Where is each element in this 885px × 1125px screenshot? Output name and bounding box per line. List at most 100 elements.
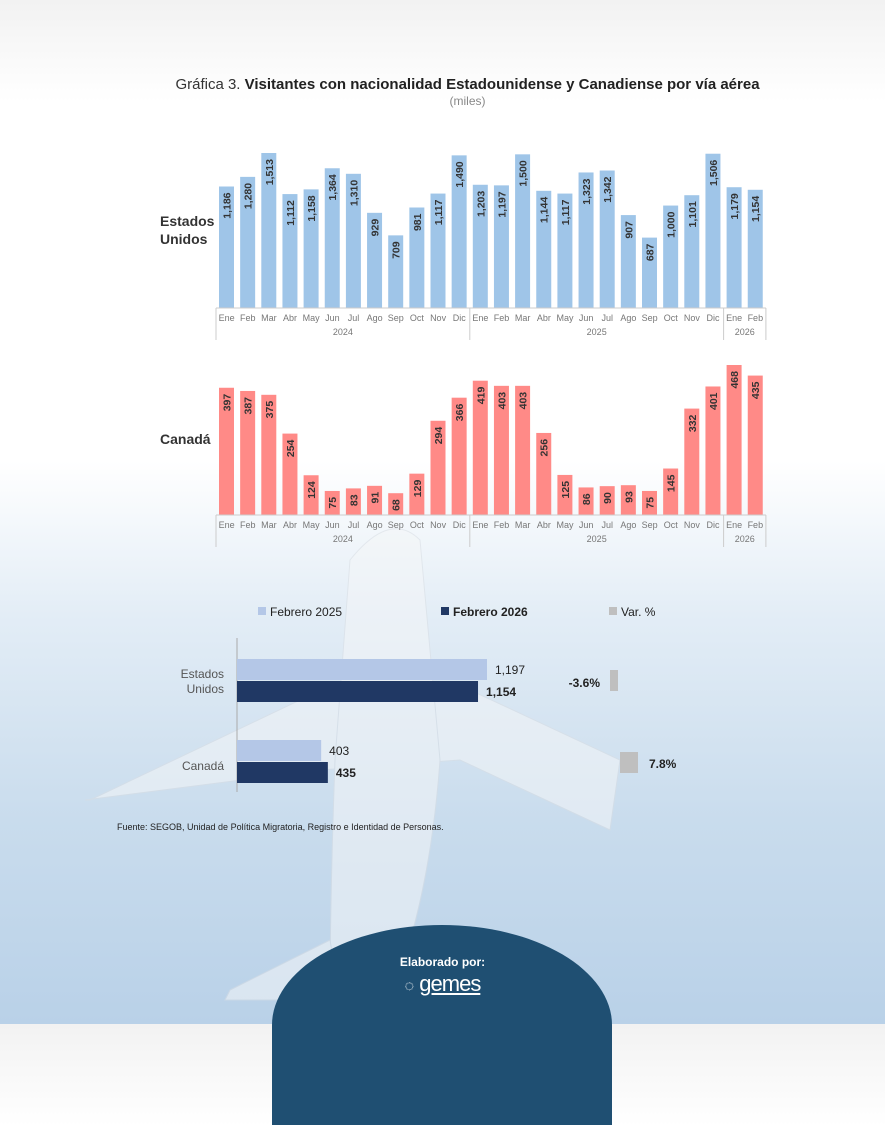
us-bar [684, 195, 700, 308]
canada-bar [515, 385, 531, 515]
us-bar [578, 172, 594, 308]
canada-month-tick: May [556, 520, 574, 530]
us-month-tick: Jul [348, 313, 360, 323]
hbar-category-label-line1: Estados [181, 667, 224, 681]
var-bar [610, 670, 618, 691]
us-bar [493, 185, 509, 308]
canada-bar [578, 487, 594, 515]
canada-data-label: 125 [560, 481, 572, 499]
us-month-tick: Jun [325, 313, 340, 323]
row-label-canada: Canadá [160, 431, 211, 447]
canada-month-tick: Jul [348, 520, 360, 530]
gemes-logo: ◌ gemes [0, 971, 885, 997]
canada-bar [261, 394, 277, 515]
canada-month-tick: Feb [748, 520, 764, 530]
title-prefix: Gráfica 3. [175, 76, 241, 93]
us-month-tick: Abr [537, 313, 551, 323]
us-data-label: 709 [391, 241, 403, 259]
us-bar [642, 237, 657, 308]
us-data-label: 1,500 [518, 160, 530, 186]
us-data-label: 1,186 [222, 192, 234, 218]
chart-units: (miles) [449, 94, 486, 108]
us-data-label: 1,154 [750, 196, 762, 222]
us-data-label: 1,490 [454, 161, 466, 187]
canada-bar [726, 365, 742, 515]
us-bar [409, 207, 425, 308]
canada-data-label: 124 [306, 481, 318, 499]
canada-bar [303, 475, 319, 515]
canada-data-label: 86 [581, 493, 593, 505]
canada-month-tick: Sep [642, 520, 658, 530]
canada-bar [642, 490, 657, 515]
us-data-label: 1,158 [306, 195, 318, 221]
canada-month-tick: Dic [453, 520, 466, 530]
us-data-label: 1,323 [581, 178, 593, 204]
us-data-label: 1,506 [708, 160, 720, 186]
canada-bar [324, 490, 340, 515]
hbar-data-label: 1,197 [495, 663, 525, 677]
us-bar [451, 155, 467, 308]
canada-bar [663, 468, 679, 515]
hbar-category-label-line2: Unidos [187, 682, 224, 696]
us-bar [620, 215, 636, 308]
canada-month-tick: Dic [707, 520, 720, 530]
canada-month-tick: Mar [261, 520, 277, 530]
canada-month-tick: Jun [579, 520, 594, 530]
us-month-tick: Oct [664, 313, 679, 323]
us-data-label: 1,117 [433, 199, 445, 225]
us-bar [430, 193, 446, 308]
us-data-label: 1,280 [243, 183, 255, 209]
title-main: Visitantes con nacionalidad Estadouniden… [244, 76, 760, 93]
hbar [237, 740, 322, 761]
hbar-data-label: 403 [329, 744, 349, 758]
canada-bar [493, 385, 509, 515]
canada-month-tick: Ene [219, 520, 235, 530]
canada-bar [599, 486, 615, 515]
row-label-us-line1: Estados [160, 213, 215, 229]
us-data-label: 687 [645, 243, 657, 261]
canada-data-label: 375 [264, 401, 276, 419]
var-data-label: -3.6% [569, 676, 601, 690]
us-data-label: 1,112 [285, 200, 297, 226]
us-month-tick: Abr [283, 313, 297, 323]
us-bar [663, 205, 679, 308]
logo-dots-icon: ◌ [404, 978, 415, 995]
us-bar [345, 173, 361, 308]
canada-data-label: 91 [370, 492, 382, 504]
canada-month-tick: Nov [684, 520, 701, 530]
us-month-tick: May [556, 313, 574, 323]
hbar-data-label: 1,154 [486, 685, 516, 699]
us-month-tick: May [303, 313, 321, 323]
us-bar [557, 193, 573, 308]
us-bar [282, 194, 298, 308]
canada-year-tick: 2026 [735, 534, 755, 544]
us-bar [240, 176, 256, 308]
canada-bar [388, 493, 404, 515]
canada-data-label: 93 [623, 491, 635, 503]
us-month-tick: Sep [642, 313, 658, 323]
elaborado-por-label: Elaborado por: [399, 955, 486, 969]
us-year-tick: 2026 [735, 327, 755, 337]
us-data-label: 1,310 [348, 180, 360, 206]
canada-month-tick: Sep [388, 520, 404, 530]
canada-year-tick: 2025 [587, 534, 607, 544]
legend-label: Var. % [621, 605, 656, 619]
us-year-tick: 2024 [333, 327, 353, 337]
canada-data-label: 403 [496, 392, 508, 410]
us-month-tick: Nov [684, 313, 701, 323]
canada-bar [620, 485, 636, 515]
canada-month-tick: Mar [515, 520, 531, 530]
canada-bar [430, 420, 446, 515]
canada-month-tick: Feb [240, 520, 256, 530]
canada-data-label: 83 [348, 494, 360, 506]
hbar-category-label: Canadá [182, 759, 224, 773]
canada-data-label: 294 [433, 427, 445, 445]
us-month-tick: Feb [494, 313, 510, 323]
canada-data-label: 419 [475, 387, 487, 405]
us-bar [303, 189, 319, 308]
var-bar [620, 752, 638, 773]
us-month-tick: Dic [453, 313, 466, 323]
canada-month-tick: Ago [620, 520, 636, 530]
legend-swatch [441, 607, 449, 615]
us-month-tick: Mar [515, 313, 531, 323]
